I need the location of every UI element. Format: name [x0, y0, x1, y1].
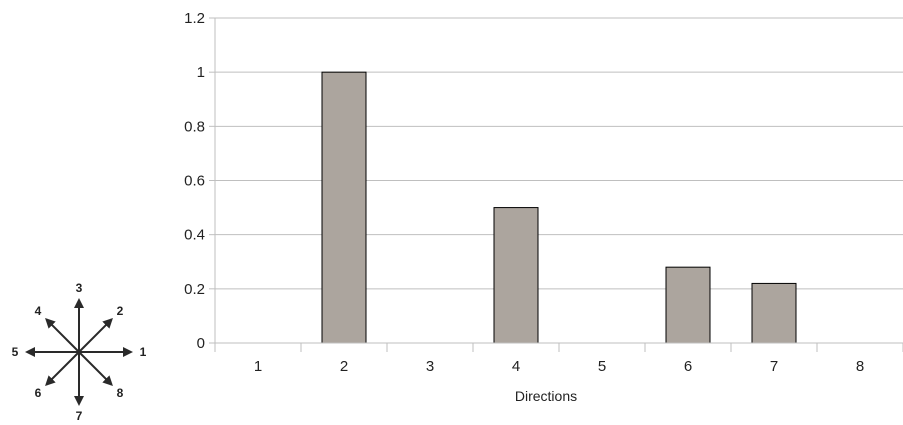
bar-7 [751, 282, 797, 344]
compass-label-6: 6 [35, 386, 42, 400]
x-tick-label: 3 [426, 358, 434, 375]
y-tick-labels: 0 0.2 0.4 0.6 0.8 1 1.2 [184, 10, 205, 352]
y-tick-label: 1.2 [184, 10, 205, 27]
x-tick-label: 8 [856, 358, 864, 375]
x-tick-label: 5 [598, 358, 606, 375]
x-tick-label: 4 [512, 358, 520, 375]
compass-label-5: 5 [12, 345, 19, 359]
y-tick-label: 0.6 [184, 173, 205, 190]
compass-arrow-4 [45, 318, 80, 353]
y-tick-label: 0.8 [184, 118, 205, 135]
compass-label-3: 3 [76, 281, 83, 295]
y-tick-label: 0 [197, 335, 205, 352]
x-tick-label: 6 [684, 358, 692, 375]
x-tick-label: 7 [770, 358, 778, 375]
bars [321, 71, 797, 344]
bar-2 [321, 71, 367, 344]
compass-arrow-6 [45, 351, 80, 386]
compass-label-2: 2 [117, 304, 124, 318]
y-tick-label: 1 [197, 64, 205, 81]
compass-arrow-2 [78, 318, 113, 353]
y-tick-label: 0.2 [184, 281, 205, 298]
bar-6 [665, 266, 711, 344]
compass-arrow-8 [78, 351, 113, 386]
y-tick-label: 0.4 [184, 227, 205, 244]
bar-4 [493, 207, 539, 344]
compass-label-8: 8 [117, 386, 124, 400]
compass-label-1: 1 [140, 345, 147, 359]
compass-label-4: 4 [35, 304, 42, 318]
axes [214, 18, 903, 352]
compass-label-7: 7 [76, 409, 83, 423]
x-tick-labels: 1 2 3 4 5 6 7 8 [254, 358, 864, 375]
x-tick-label: 2 [340, 358, 348, 375]
gridlines [209, 17, 903, 344]
x-tick-label: 1 [254, 358, 262, 375]
x-axis-title: Directions [515, 388, 577, 404]
direction-compass-diagram: 1 2 3 4 5 6 7 8 [12, 281, 147, 423]
